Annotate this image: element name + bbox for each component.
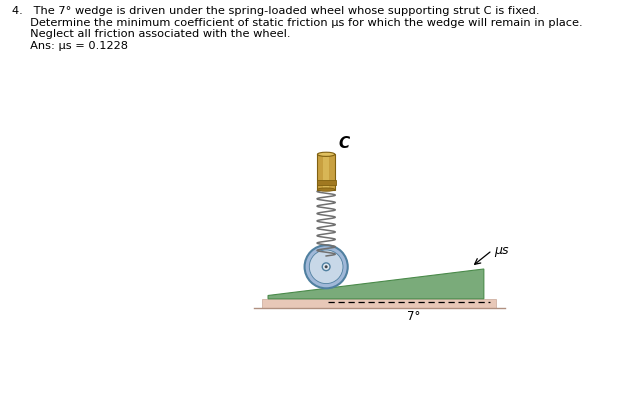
Circle shape [305, 245, 348, 288]
Polygon shape [262, 299, 497, 308]
Text: 7°: 7° [406, 310, 420, 322]
Bar [317, 154, 335, 190]
Circle shape [309, 250, 343, 283]
Ellipse shape [317, 152, 335, 156]
Circle shape [325, 265, 328, 268]
Circle shape [322, 263, 330, 271]
Text: μs: μs [494, 244, 509, 257]
Bar [317, 181, 336, 185]
Text: 4.   The 7° wedge is driven under the spring-loaded wheel whose supporting strut: 4. The 7° wedge is driven under the spri… [12, 6, 582, 51]
Bar [323, 156, 329, 188]
Text: C: C [339, 136, 350, 151]
Bar [323, 256, 329, 267]
Ellipse shape [317, 188, 335, 191]
Polygon shape [268, 269, 484, 299]
